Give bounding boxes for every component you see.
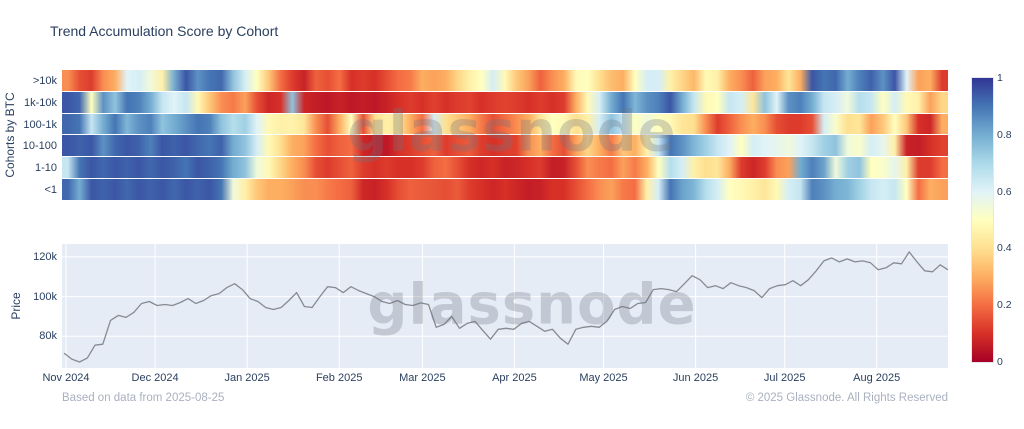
cohort-tick-label: 1-10	[34, 162, 57, 175]
month-tick-label: Feb 2025	[315, 372, 363, 384]
colorbar-tick-label: 0.2	[997, 299, 1012, 312]
heatmap-row-1k-10k[interactable]	[62, 91, 948, 113]
month-tick-label: Jan 2025	[224, 372, 270, 384]
colorbar-tick-label: 1	[997, 72, 1003, 84]
cohort-tick-label: 1k-10k	[23, 96, 57, 109]
price-svg	[62, 244, 949, 368]
accumulation-heatmap[interactable]	[62, 70, 948, 200]
month-tick-label: Nov 2024	[42, 372, 90, 384]
heatmap-row-<1[interactable]	[62, 179, 948, 200]
cohort-tick-label: 100-1k	[23, 118, 57, 131]
colorbar-tick-label: 0	[997, 356, 1003, 368]
heatmap-row-1-10[interactable]	[62, 157, 948, 179]
heatmap-row-10-100[interactable]	[62, 135, 948, 157]
price-tick-label: 120k	[33, 251, 57, 263]
month-tick-label: Jun 2025	[672, 372, 719, 384]
heatmap-row-100-1k[interactable]	[62, 113, 948, 135]
colorbar	[971, 77, 994, 363]
month-tick-label: May 2025	[579, 372, 628, 384]
month-tick-label: Dec 2024	[131, 372, 179, 384]
cohort-tick-label: >10k	[32, 74, 57, 87]
price-line-chart[interactable]	[62, 244, 949, 368]
month-tick-label: Apr 2025	[492, 372, 537, 384]
page-title: Trend Accumulation Score by Cohort	[50, 23, 279, 39]
month-tick-label: Mar 2025	[399, 372, 446, 384]
heatmap-row->10k[interactable]	[62, 70, 948, 91]
month-tick-label: Aug 2025	[853, 372, 901, 384]
price-tick-label: 100k	[33, 290, 57, 303]
cohort-tick-label: <1	[44, 184, 57, 197]
colorbar-tick-label: 0.8	[997, 128, 1012, 141]
price-line	[63, 251, 949, 363]
data-source-note: Based on data from 2025-08-25	[62, 392, 225, 404]
colorbar-tick-label: 0.6	[997, 185, 1012, 198]
month-tick-label: Jul 2025	[763, 372, 806, 384]
colorbar-tick-label: 0.4	[997, 242, 1012, 255]
price-tick-label: 80k	[39, 330, 57, 342]
copyright-note: © 2025 Glassnode. All Rights Reserved	[745, 392, 948, 404]
cohort-tick-label: 10-100	[22, 140, 57, 153]
